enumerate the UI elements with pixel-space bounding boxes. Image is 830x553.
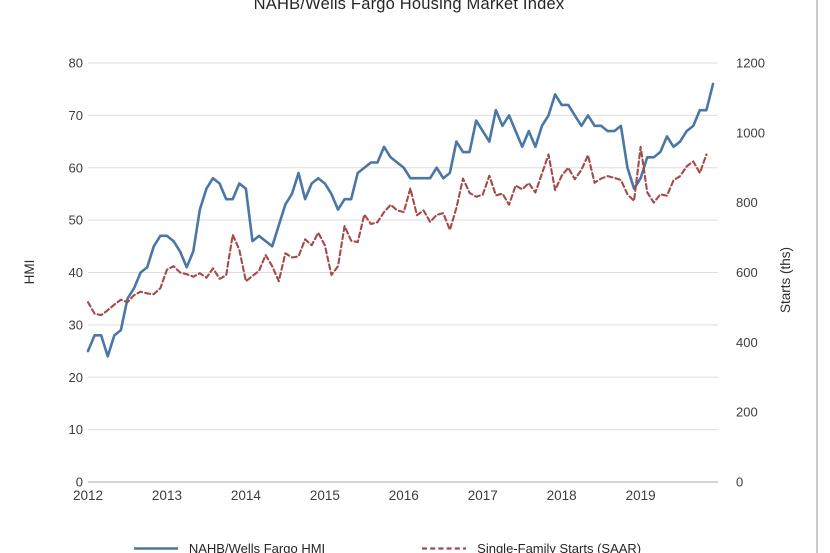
left-axis-tick-label: 20 (69, 370, 83, 385)
right-axis-tick-label: 200 (736, 405, 758, 420)
frame-line (816, 0, 818, 553)
right-axis-tick-label: 400 (736, 335, 758, 350)
right-axis-tick-label: 600 (736, 265, 758, 280)
right-axis-tick-label: 0 (736, 475, 743, 490)
right-axis-tick-label: 1000 (736, 125, 765, 140)
left-axis-tick-label: 10 (69, 422, 83, 437)
right-axis-title: Starts (ths) (778, 247, 793, 313)
x-axis-tick-label: 2016 (389, 488, 419, 503)
single-family-starts-line (86, 145, 708, 317)
chart-title: NAHB/Wells Fargo Housing Market Index (253, 0, 565, 13)
hmi-line-swatch (133, 547, 178, 550)
x-axis-tick-label: 2018 (547, 488, 577, 503)
left-axis-tick-label: 60 (69, 160, 83, 175)
legend-label-starts: Single-Family Starts (SAAR) (477, 541, 642, 553)
right-axis-tick-label: 1200 (736, 56, 765, 71)
left-axis-tick-label: 70 (69, 108, 83, 123)
x-axis-tick-label: 2015 (310, 488, 340, 503)
legend-item-starts: Single-Family Starts (SAAR) (421, 541, 641, 553)
left-axis-tick-label: 40 (69, 265, 83, 280)
left-axis-tick-label: 50 (69, 213, 83, 228)
legend-item-hmi: NAHB/Wells Fargo HMI (133, 541, 325, 553)
x-axis-tick-label: 2019 (626, 488, 656, 503)
x-axis-tick-label: 2017 (468, 488, 498, 503)
right-axis-tick-label: 800 (736, 195, 758, 210)
hmi-line (86, 82, 715, 358)
left-axis-tick-label: 0 (76, 475, 83, 490)
legend: NAHB/Wells Fargo HMI Single-Family Start… (0, 541, 796, 553)
x-axis-tick-label: 2012 (73, 488, 103, 503)
left-axis-title: HMI (22, 260, 37, 285)
left-axis-tick-label: 30 (69, 317, 83, 332)
left-axis-tick-label: 80 (69, 56, 83, 71)
x-axis-tick-label: 2014 (231, 488, 262, 503)
starts-line-swatch (422, 547, 467, 550)
legend-label-hmi: NAHB/Wells Fargo HMI (188, 541, 326, 553)
x-axis-tick-label: 2013 (152, 488, 182, 503)
